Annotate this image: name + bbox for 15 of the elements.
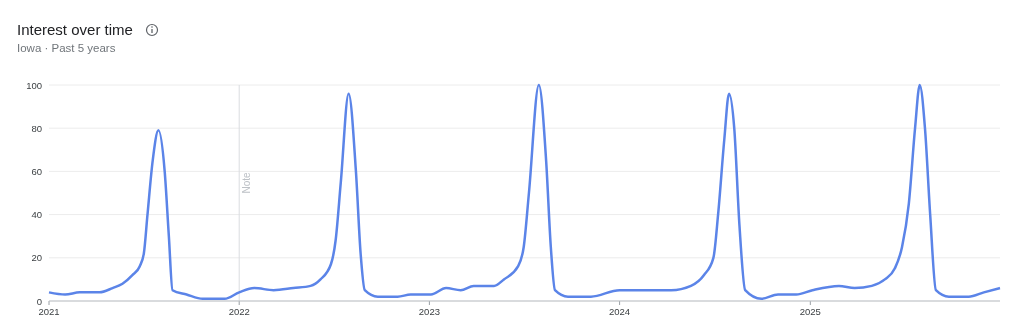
y-tick-label: 100 bbox=[26, 79, 42, 91]
x-tick-label: 2025 bbox=[799, 306, 821, 317]
y-tick-label: 0 bbox=[36, 295, 42, 307]
x-tick-label: 2024 bbox=[609, 306, 631, 317]
y-tick-label: 20 bbox=[31, 252, 42, 264]
chart-subtitle: Iowa · Past 5 years bbox=[17, 42, 116, 54]
chart-title: Interest over time bbox=[17, 21, 133, 38]
ref-line-label: Note bbox=[241, 172, 253, 194]
y-tick-label: 80 bbox=[31, 122, 42, 134]
y-tick-label: 60 bbox=[31, 165, 42, 177]
line-series bbox=[47, 83, 1002, 301]
x-tick-label: 2022 bbox=[228, 306, 250, 317]
x-tick-label: 2023 bbox=[418, 306, 440, 317]
x-tick-label: 2021 bbox=[38, 306, 60, 317]
y-tick-label: 40 bbox=[31, 209, 42, 221]
